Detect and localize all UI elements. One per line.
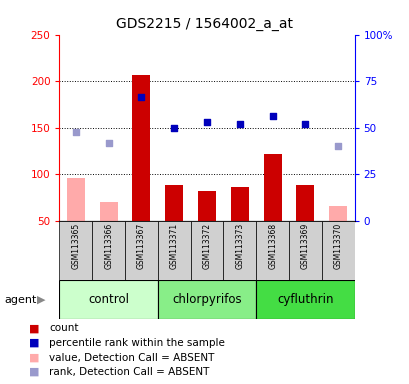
Text: ■: ■ <box>29 353 39 362</box>
Point <box>171 125 177 131</box>
Bar <box>263 154 281 221</box>
Point <box>203 119 210 125</box>
Bar <box>296 185 314 221</box>
Text: chlorpyrifos: chlorpyrifos <box>172 293 241 306</box>
Bar <box>99 202 117 221</box>
Bar <box>59 280 157 319</box>
Text: ■: ■ <box>29 338 39 348</box>
Text: ■: ■ <box>29 367 39 377</box>
Text: GDS2215 / 1564002_a_at: GDS2215 / 1564002_a_at <box>116 17 293 31</box>
Text: ▶: ▶ <box>37 295 45 305</box>
Bar <box>230 187 248 221</box>
Text: GSM113370: GSM113370 <box>333 223 342 269</box>
Point <box>301 121 308 127</box>
Text: cyfluthrin: cyfluthrin <box>276 293 333 306</box>
Text: GSM113371: GSM113371 <box>169 223 178 269</box>
Text: percentile rank within the sample: percentile rank within the sample <box>49 338 225 348</box>
Point <box>334 143 341 149</box>
Bar <box>67 178 85 221</box>
Bar <box>59 221 92 280</box>
Bar <box>157 221 190 280</box>
Bar <box>132 74 150 221</box>
Bar <box>125 221 157 280</box>
Bar <box>321 221 354 280</box>
Text: count: count <box>49 323 79 333</box>
Text: value, Detection Call = ABSENT: value, Detection Call = ABSENT <box>49 353 214 362</box>
Bar <box>328 206 346 221</box>
Bar <box>288 221 321 280</box>
Bar <box>157 280 256 319</box>
Point <box>105 139 112 146</box>
Text: GSM113365: GSM113365 <box>71 223 80 269</box>
Text: GSM113368: GSM113368 <box>267 223 276 269</box>
Point <box>236 121 243 127</box>
Bar <box>165 185 183 221</box>
Text: GSM113366: GSM113366 <box>104 223 113 269</box>
Text: GSM113369: GSM113369 <box>300 223 309 269</box>
Point <box>72 129 79 136</box>
Bar <box>256 221 288 280</box>
Bar <box>223 221 256 280</box>
Bar <box>92 221 125 280</box>
Bar <box>198 191 216 221</box>
Point <box>138 94 144 100</box>
Text: GSM113373: GSM113373 <box>235 223 244 269</box>
Text: ■: ■ <box>29 323 39 333</box>
Bar <box>256 280 354 319</box>
Point <box>269 113 275 119</box>
Text: agent: agent <box>4 295 36 305</box>
Text: rank, Detection Call = ABSENT: rank, Detection Call = ABSENT <box>49 367 209 377</box>
Text: control: control <box>88 293 129 306</box>
Text: GSM113372: GSM113372 <box>202 223 211 269</box>
Bar <box>190 221 223 280</box>
Text: GSM113367: GSM113367 <box>137 223 146 269</box>
